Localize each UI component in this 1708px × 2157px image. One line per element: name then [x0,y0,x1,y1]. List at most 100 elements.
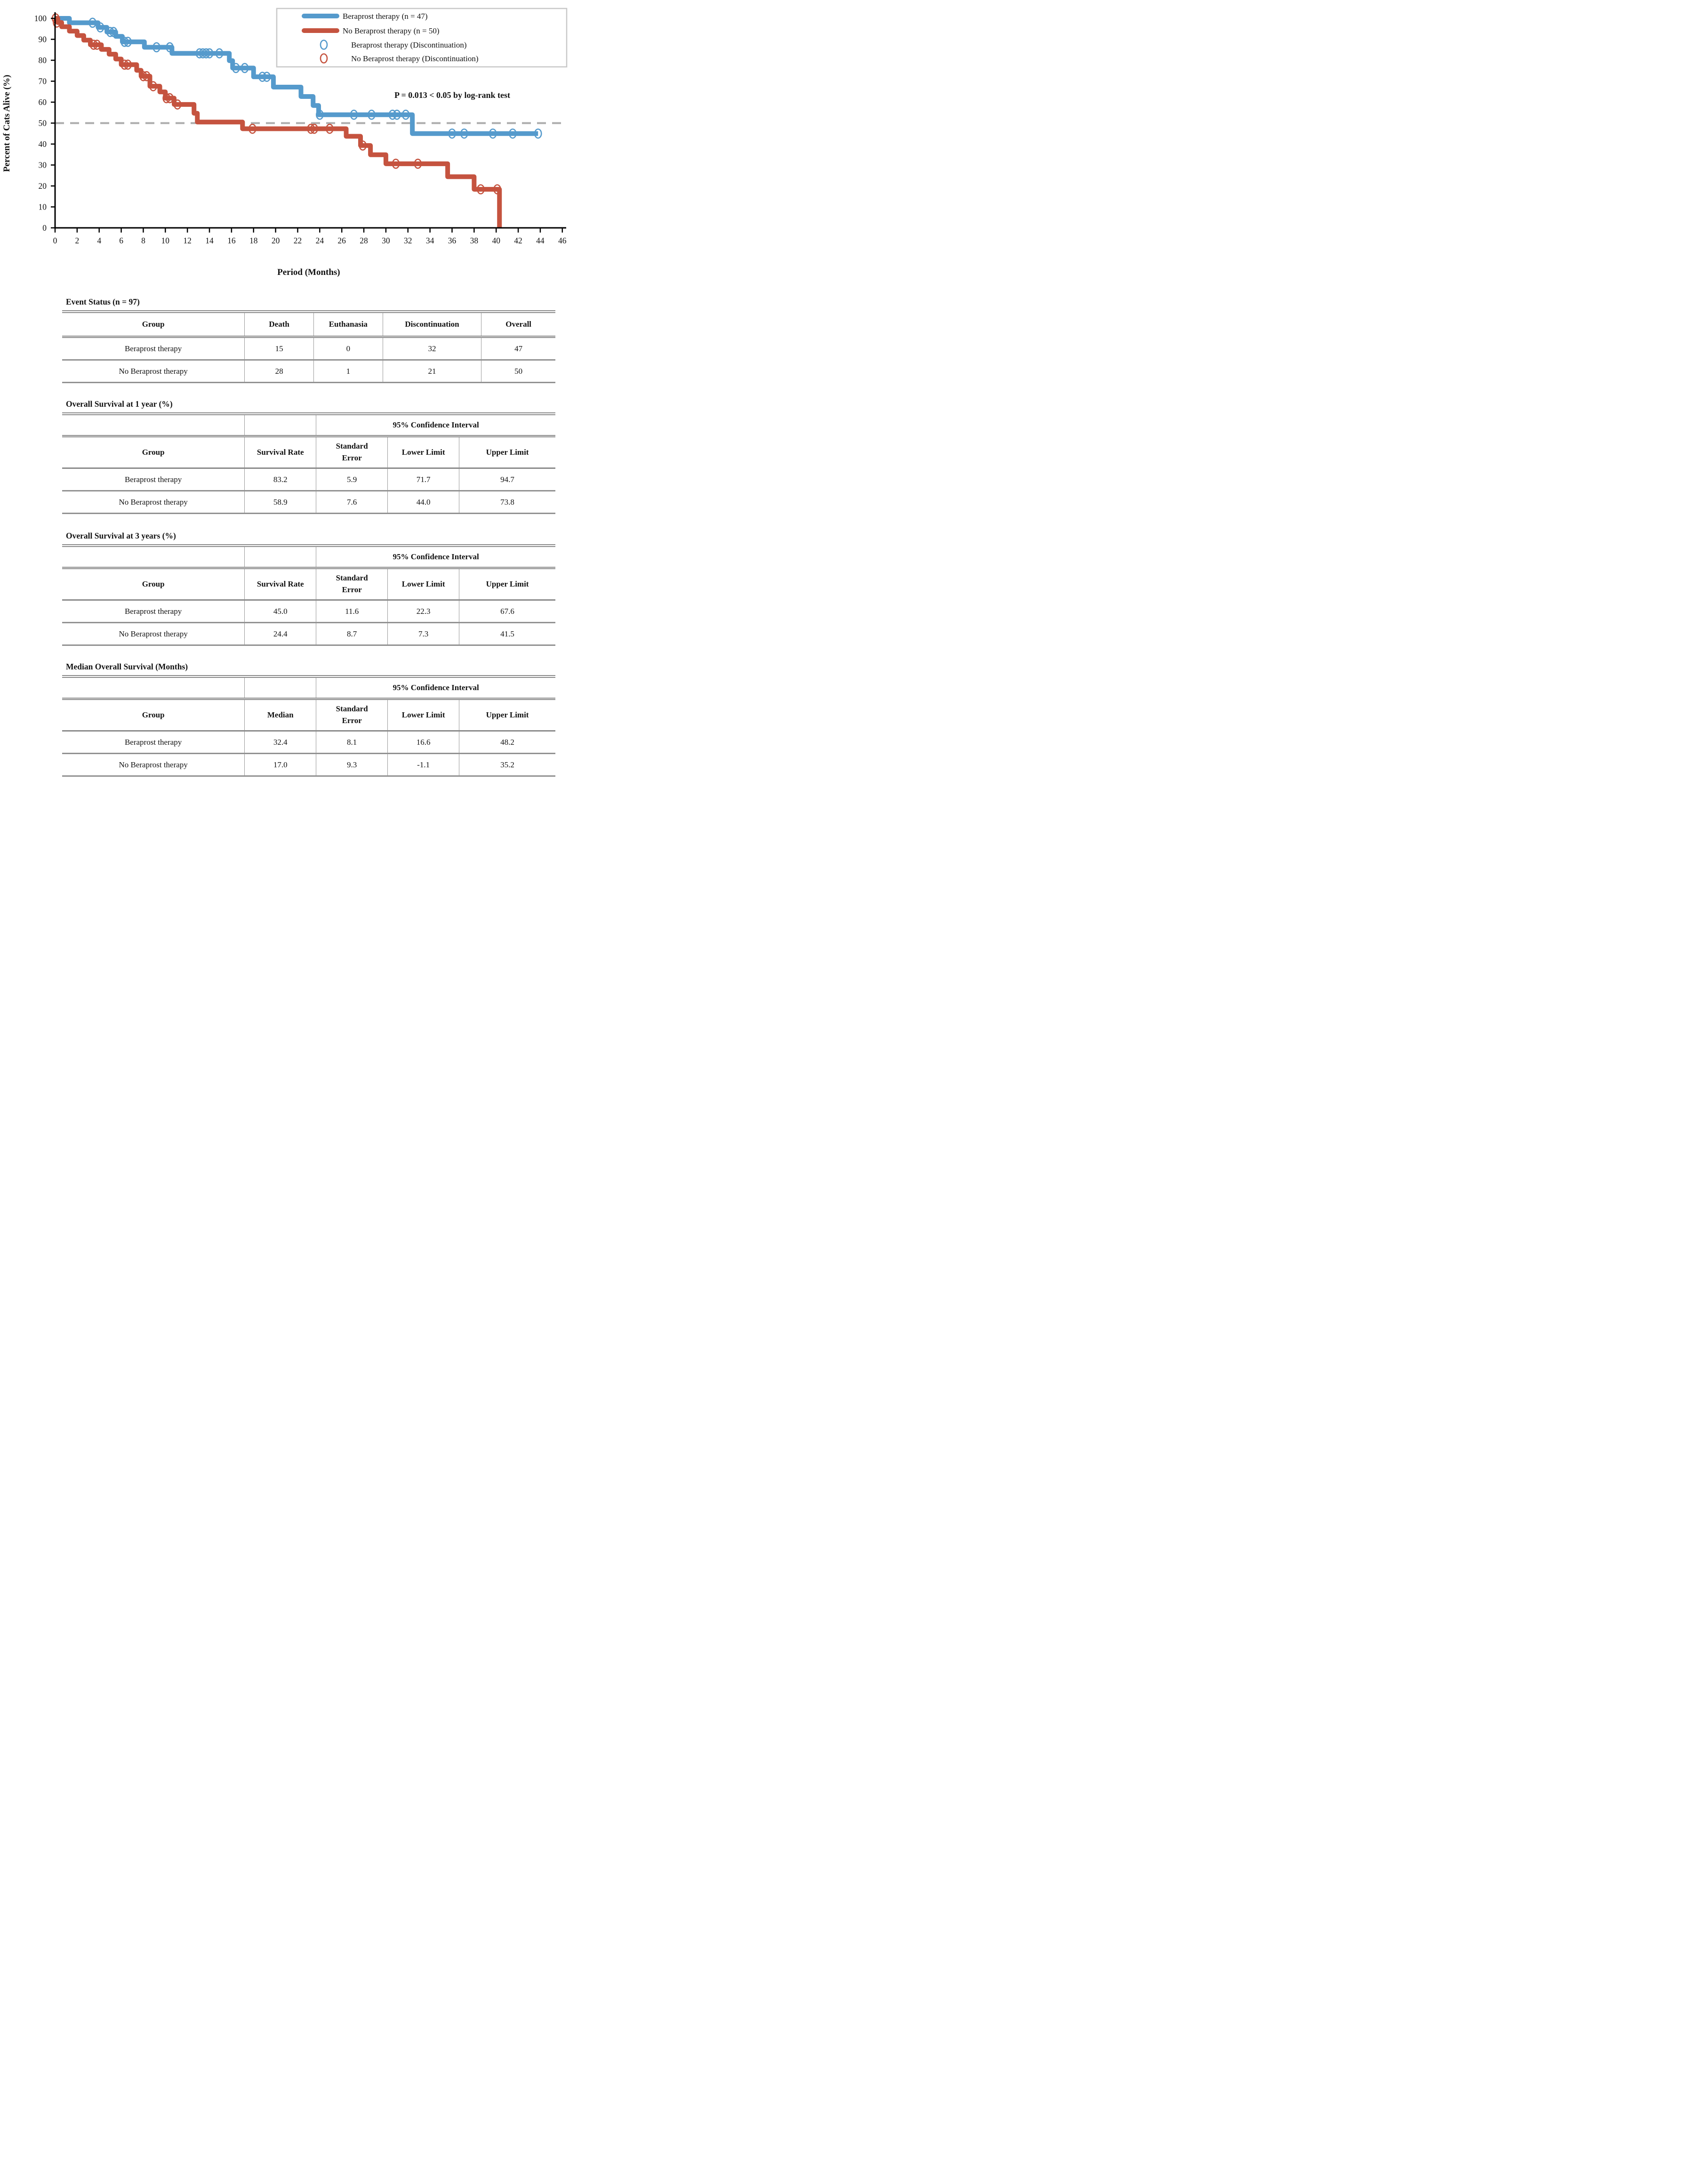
survival-rate: 58.9 [244,491,316,514]
x-tick-label: 24 [316,236,324,245]
beraprost-censor-mark [109,27,118,37]
euthanasia-count: 0 [313,337,383,361]
os-1yr-table: 95% Confidence Interval Group Survival R… [62,412,555,514]
x-tick-label: 10 [161,236,170,245]
lower-limit: -1.1 [387,753,459,777]
legend-label: Beraprost therapy (n = 47) [343,12,427,21]
no-beraprost-censor-mark [477,184,485,194]
survival-rate: 83.2 [244,468,316,491]
group-name: No Beraprost therapy [62,491,245,514]
x-tick-label: 16 [227,236,236,245]
ci-header-row: 95% Confidence Interval [62,675,555,700]
ci-header: 95% Confidence Interval [316,412,555,437]
x-tick-label: 18 [249,236,258,245]
y-tick-label: 0 [42,223,47,233]
col-header-lower-limit: Lower Limit [387,436,459,469]
col-header-upper-limit: Upper Limit [459,568,555,601]
y-tick-label: 50 [39,119,47,128]
col-header-overall: Overall [481,310,555,338]
x-tick-label: 6 [119,236,123,245]
x-tick-label: 44 [536,236,545,245]
col-header-lower-limit: Lower Limit [387,568,459,601]
table-row: No Beraprost therapy 24.4 8.7 7.3 41.5 [62,622,555,646]
table-header-row: Group Survival Rate Standard Error Lower… [62,568,555,601]
no-beraprost-censor-mark [392,159,400,169]
no-beraprost-censor-mark [124,59,132,70]
ci-header-row: 95% Confidence Interval [62,544,555,569]
no-beraprost-censor-mark [326,123,334,134]
beraprost-censor-mark [388,109,397,120]
summary-tables: Event Status (n = 97) Group Death Euthan… [62,297,555,777]
no-beraprost-censor-mark [93,40,101,50]
col-header-standard-error: Standard Error [316,568,388,601]
standard-error: 5.9 [316,468,388,491]
group-name: No Beraprost therapy [62,753,245,777]
table-row: Beraprost therapy 15 0 32 47 [62,337,555,361]
x-tick-label: 14 [205,236,214,245]
median-os-table: 95% Confidence Interval Group Median Sta… [62,675,555,777]
y-tick-label: 70 [39,77,47,86]
beraprost-censor-mark [460,128,468,139]
y-tick-label: 40 [39,139,47,149]
no-beraprost-censor-mark [359,140,367,151]
no-beraprost-censor-mark [162,93,170,104]
beraprost-censor-mark [202,48,210,59]
group-name: Beraprost therapy [62,468,245,491]
x-tick-label: 22 [294,236,302,245]
col-header-survival-rate: Survival Rate [244,568,316,601]
no-beraprost-censor-mark [120,59,128,70]
event-status-table: Group Death Euthanasia Discontinuation O… [62,310,555,383]
beraprost-censor-mark [232,63,240,73]
col-header-median: Median [244,699,316,732]
x-tick-label: 20 [272,236,280,245]
beraprost-survival-curve [55,16,538,136]
beraprost-censor-mark [152,42,160,53]
beraprost-censor-mark [166,42,174,53]
legend-label: No Beraprost therapy (Discontinuation) [351,54,479,63]
overall-count: 47 [481,337,555,361]
pvalue-annotation: P = 0.013 < 0.05 by log-rank test [394,90,510,100]
table-row: No Beraprost therapy 58.9 7.6 44.0 73.8 [62,491,555,514]
beraprost-censor-mark [120,37,128,47]
no-beraprost-censor-mark [249,123,257,134]
lower-limit: 7.3 [387,622,459,646]
table-row: No Beraprost therapy 28 1 21 50 [62,360,555,383]
beraprost-censor-mark [393,109,401,120]
lower-limit: 16.6 [387,731,459,754]
y-tick-label: 100 [34,14,47,23]
y-tick-label: 80 [39,56,47,65]
col-header-survival-rate: Survival Rate [244,436,316,469]
no-beraprost-censor-mark [53,17,61,28]
event-status-title: Event Status (n = 97) [66,297,140,306]
table-row: Beraprost therapy 45.0 11.6 22.3 67.6 [62,600,555,623]
beraprost-censor-mark [241,63,249,73]
y-tick-label: 60 [39,97,47,107]
median-os-title: Median Overall Survival (Months) [66,662,188,671]
beraprost-censor-mark [368,109,376,120]
x-tick-label: 30 [382,236,390,245]
col-header-euthanasia: Euthanasia [313,310,383,338]
col-header-group: Group [62,436,245,469]
survival-rate: 45.0 [244,600,316,623]
y-tick-label: 20 [39,181,47,191]
table-row: Beraprost therapy 32.4 8.1 16.6 48.2 [62,731,555,754]
beraprost-censor-mark [509,128,517,139]
lower-limit: 44.0 [387,491,459,514]
col-header-group: Group [62,699,245,732]
beraprost-censor-mark [401,109,410,120]
beraprost-censor-mark [258,72,266,82]
legend-circle-swatch [320,53,328,64]
os-3yr-table: 95% Confidence Interval Group Survival R… [62,544,555,646]
group-name: No Beraprost therapy [62,360,245,383]
beraprost-censor-mark [215,48,224,59]
os-3yr-title: Overall Survival at 3 years (%) [66,531,176,540]
no-beraprost-censor-mark [139,71,147,81]
legend-circle-swatch [320,40,328,50]
x-tick-label: 8 [141,236,145,245]
upper-limit: 73.8 [459,491,555,514]
col-header-standard-error: Standard Error [316,699,388,732]
no-beraprost-censor-mark [173,99,182,110]
legend-label: Beraprost therapy (Discontinuation) [351,40,467,49]
x-tick-label: 4 [97,236,101,245]
x-tick-label: 38 [470,236,479,245]
